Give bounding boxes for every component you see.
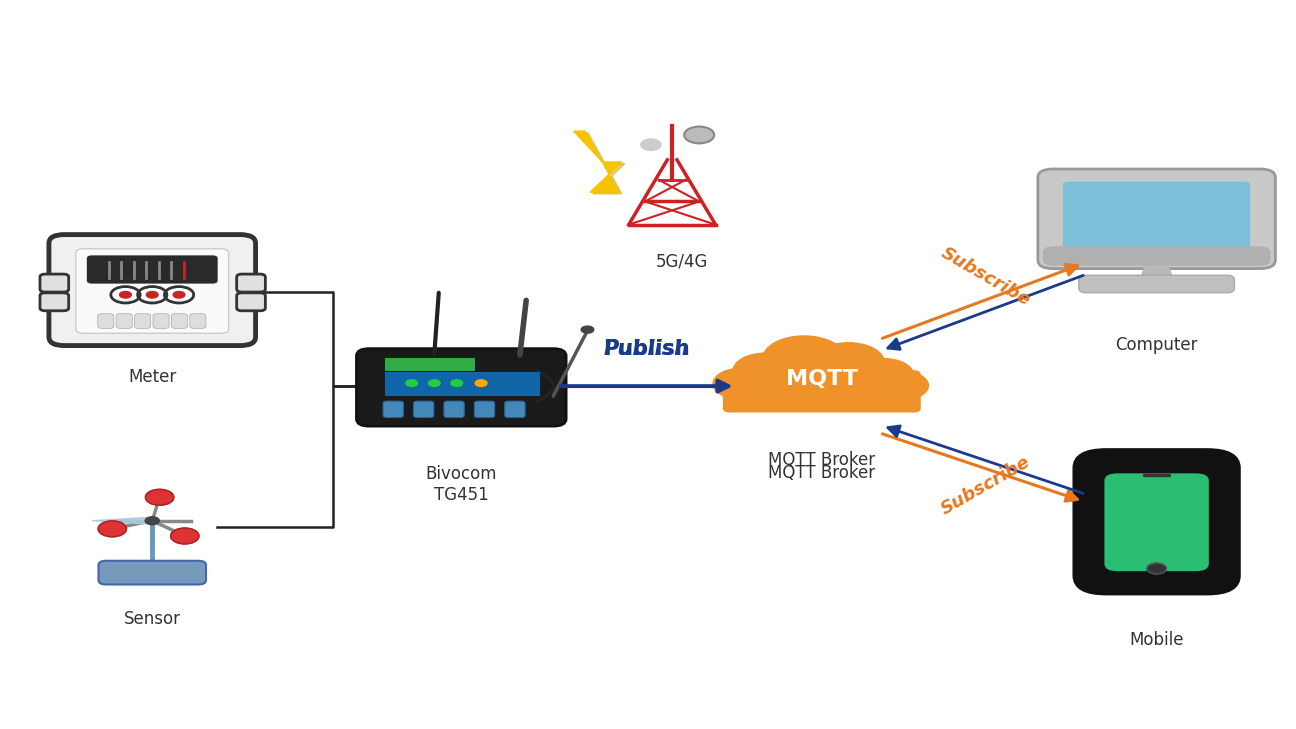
- Circle shape: [732, 353, 798, 390]
- Text: Mobile: Mobile: [1129, 631, 1183, 649]
- Circle shape: [713, 368, 767, 399]
- Circle shape: [684, 127, 714, 144]
- FancyBboxPatch shape: [504, 401, 525, 418]
- FancyBboxPatch shape: [76, 249, 228, 333]
- FancyBboxPatch shape: [40, 274, 69, 292]
- Text: Subscribe: Subscribe: [937, 453, 1033, 518]
- Circle shape: [476, 380, 487, 386]
- Circle shape: [146, 292, 158, 298]
- Text: Publish: Publish: [604, 339, 689, 359]
- Text: Subscribe: Subscribe: [937, 243, 1033, 309]
- FancyBboxPatch shape: [1063, 182, 1251, 256]
- FancyBboxPatch shape: [49, 235, 255, 346]
- FancyBboxPatch shape: [445, 401, 464, 418]
- FancyBboxPatch shape: [171, 313, 188, 328]
- Circle shape: [762, 336, 846, 383]
- Circle shape: [174, 292, 185, 298]
- Circle shape: [119, 292, 131, 298]
- FancyBboxPatch shape: [1078, 276, 1234, 293]
- FancyBboxPatch shape: [237, 293, 266, 311]
- Circle shape: [137, 286, 167, 303]
- Text: Publish: Publish: [604, 339, 689, 359]
- Circle shape: [640, 139, 661, 150]
- Text: MQTT Broker: MQTT Broker: [769, 451, 875, 469]
- FancyBboxPatch shape: [413, 401, 434, 418]
- FancyBboxPatch shape: [1043, 246, 1270, 266]
- Text: Meter: Meter: [128, 368, 176, 386]
- Polygon shape: [577, 133, 625, 194]
- Text: 5G/4G: 5G/4G: [656, 253, 708, 270]
- FancyBboxPatch shape: [237, 274, 266, 292]
- Circle shape: [406, 380, 417, 386]
- FancyBboxPatch shape: [153, 313, 168, 328]
- FancyBboxPatch shape: [1038, 169, 1275, 268]
- Polygon shape: [574, 131, 622, 192]
- FancyBboxPatch shape: [356, 348, 566, 426]
- Circle shape: [171, 528, 200, 544]
- FancyBboxPatch shape: [723, 371, 920, 412]
- Circle shape: [581, 326, 594, 333]
- FancyBboxPatch shape: [474, 401, 495, 418]
- FancyBboxPatch shape: [87, 255, 218, 284]
- FancyBboxPatch shape: [189, 313, 206, 328]
- Text: MQTT: MQTT: [785, 370, 858, 389]
- Text: MQTT Broker: MQTT Broker: [769, 464, 875, 482]
- Circle shape: [854, 359, 914, 391]
- Circle shape: [813, 343, 885, 383]
- FancyBboxPatch shape: [97, 313, 114, 328]
- Circle shape: [451, 380, 463, 386]
- FancyBboxPatch shape: [40, 293, 69, 311]
- Text: Sensor: Sensor: [123, 609, 180, 628]
- Circle shape: [165, 286, 193, 303]
- Circle shape: [429, 380, 441, 386]
- Circle shape: [145, 517, 159, 525]
- FancyBboxPatch shape: [98, 561, 206, 585]
- Circle shape: [879, 372, 928, 399]
- Polygon shape: [92, 518, 146, 524]
- Circle shape: [98, 521, 127, 537]
- FancyBboxPatch shape: [135, 313, 150, 328]
- FancyBboxPatch shape: [1104, 473, 1209, 571]
- Circle shape: [111, 286, 140, 303]
- FancyBboxPatch shape: [1074, 450, 1239, 593]
- FancyBboxPatch shape: [117, 313, 132, 328]
- Text: Bivocom
TG451: Bivocom TG451: [425, 465, 498, 504]
- Polygon shape: [1139, 260, 1174, 281]
- Text: Computer: Computer: [1116, 335, 1198, 354]
- Circle shape: [1147, 564, 1166, 574]
- Circle shape: [145, 489, 174, 505]
- FancyBboxPatch shape: [385, 372, 539, 396]
- FancyBboxPatch shape: [384, 401, 403, 418]
- FancyBboxPatch shape: [385, 359, 474, 371]
